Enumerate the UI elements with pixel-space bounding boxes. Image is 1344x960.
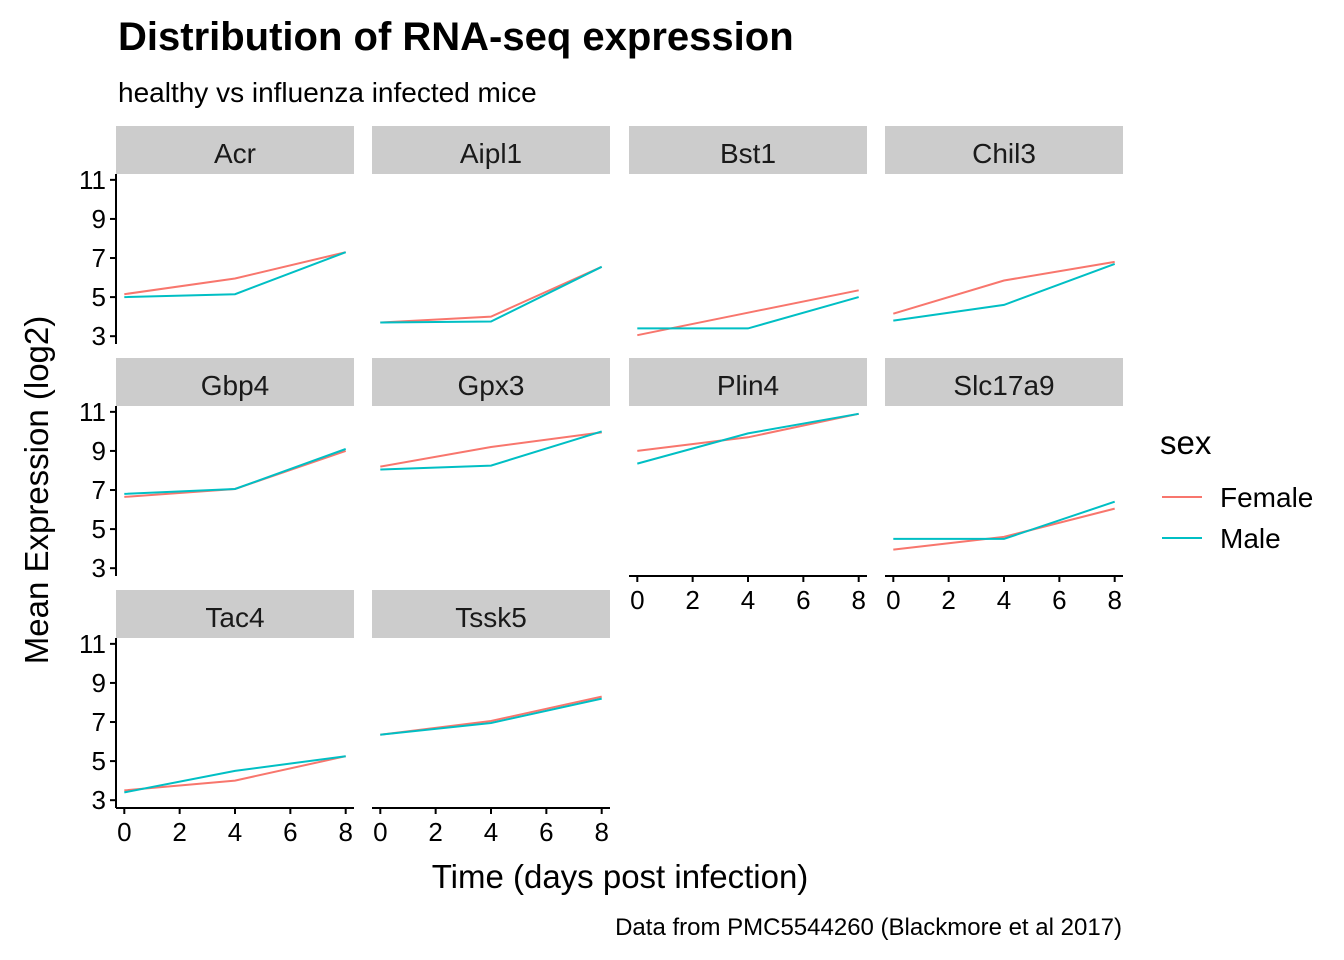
y-tick-label: 7 (92, 243, 106, 273)
x-tick-label: 4 (741, 585, 755, 615)
series-line-male (380, 430, 602, 471)
series-line-female (893, 260, 1115, 315)
series-line-male (380, 697, 602, 736)
facet-label: Tac4 (205, 602, 264, 633)
facet-gbp4: Gbp4 3 5 7 9 11 (79, 358, 354, 583)
facet-strip (116, 590, 354, 638)
series-line-female (380, 431, 602, 468)
legend-label-male: Male (1220, 523, 1281, 554)
facet-strip (629, 126, 867, 174)
facet-plin4: Plin4 0 2 4 6 8 (629, 358, 867, 615)
legend-label-female: Female (1220, 482, 1313, 513)
facet-strip (372, 126, 610, 174)
x-tick-label: 8 (851, 585, 865, 615)
x-tick-label: 6 (283, 817, 297, 847)
y-tick-label: 5 (92, 514, 106, 544)
x-tick-label: 4 (997, 585, 1011, 615)
x-tick-label: 0 (630, 585, 644, 615)
facet-strip (629, 358, 867, 406)
y-tick-label: 11 (79, 165, 106, 195)
facet-label: Chil3 (972, 138, 1036, 169)
y-tick-label: 5 (92, 746, 106, 776)
facet-label: Tssk5 (455, 602, 527, 633)
facet-strip (885, 126, 1123, 174)
x-tick-label: 2 (172, 817, 186, 847)
facet-gpx3: Gpx3 (372, 358, 610, 471)
facet-label: Aipl1 (460, 138, 522, 169)
series-line-male (380, 265, 603, 324)
chart-caption: Data from PMC5544260 (Blackmore et al 20… (615, 914, 1122, 941)
y-tick-label: 11 (79, 629, 106, 659)
facet-label: Slc17a9 (953, 370, 1054, 401)
facet-slc17a9: Slc17a9 0 2 4 6 8 (885, 358, 1123, 615)
x-tick-label: 0 (373, 817, 387, 847)
series-line-male (124, 448, 347, 495)
x-tick-label: 4 (484, 817, 498, 847)
facet-label: Acr (214, 138, 256, 169)
x-tick-label: 8 (594, 817, 608, 847)
y-tick-label: 9 (92, 204, 106, 234)
y-tick-label: 11 (79, 397, 106, 427)
series-line-male (893, 500, 1116, 540)
x-tick-label: 0 (117, 817, 131, 847)
series-line-female (124, 251, 346, 296)
facet-chil3: Chil3 (885, 126, 1123, 322)
series-line-female (124, 755, 346, 792)
legend-title: sex (1160, 424, 1212, 461)
legend: sex Female Male (1160, 424, 1313, 554)
x-tick-label: 2 (941, 585, 955, 615)
series-line-female (637, 412, 859, 452)
chart-subtitle: healthy vs influenza infected mice (118, 77, 537, 108)
series-line-male (637, 296, 859, 330)
facet-label: Plin4 (717, 370, 779, 401)
facet-strip (116, 358, 354, 406)
y-tick-label: 3 (92, 321, 106, 351)
y-axis-title: Mean Expression (log2) (18, 316, 55, 665)
y-tick-label: 7 (92, 707, 106, 737)
x-tick-label: 0 (886, 585, 900, 615)
facet-tac4: Tac4 3 5 7 9 11 0 2 4 6 8 (79, 590, 354, 847)
chart-title: Distribution of RNA-seq expression (118, 15, 794, 59)
series-line-female (380, 265, 603, 324)
x-tick-label: 6 (1052, 585, 1066, 615)
x-tick-label: 2 (685, 585, 699, 615)
x-tick-label: 6 (796, 585, 810, 615)
facet-strip (372, 358, 610, 406)
series-line-female (893, 507, 1115, 551)
y-tick-label: 9 (92, 668, 106, 698)
x-tick-label: 4 (228, 817, 242, 847)
facet-label: Bst1 (720, 138, 776, 169)
series-line-male (124, 755, 346, 794)
facet-aipl1: Aipl1 (372, 126, 610, 324)
x-tick-label: 2 (428, 817, 442, 847)
facet-panels: Acr 3 5 7 9 11 Aipl1 Bst1 Chil3 Gbp4 3 5 7 9 11 Gpx3 Pli… (79, 126, 1123, 847)
series-line-male (637, 412, 859, 465)
series-line-male (893, 262, 1116, 322)
x-tick-label: 8 (338, 817, 352, 847)
y-tick-label: 3 (92, 785, 106, 815)
x-tick-label: 6 (539, 817, 553, 847)
facet-acr: Acr 3 5 7 9 11 (79, 126, 354, 351)
facet-label: Gpx3 (458, 370, 525, 401)
x-axis-title: Time (days post infection) (432, 858, 809, 895)
y-tick-label: 7 (92, 475, 106, 505)
facet-tssk5: Tssk5 0 2 4 6 8 (372, 590, 610, 847)
y-tick-label: 9 (92, 436, 106, 466)
facet-bst1: Bst1 (629, 126, 867, 337)
facet-strip (885, 358, 1123, 406)
y-tick-label: 3 (92, 553, 106, 583)
y-tick-label: 5 (92, 282, 106, 312)
facet-strip (372, 590, 610, 638)
facet-label: Gbp4 (201, 370, 270, 401)
facet-strip (116, 126, 354, 174)
series-line-male (124, 251, 347, 299)
x-tick-label: 8 (1107, 585, 1121, 615)
